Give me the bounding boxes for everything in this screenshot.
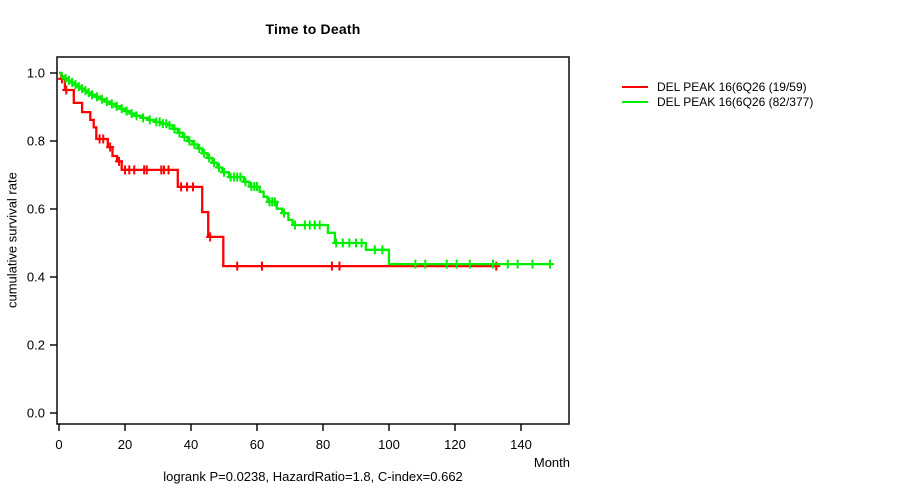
x-axis-tick-label: 60 (250, 437, 264, 452)
y-axis-tick-label: 0.0 (27, 406, 45, 421)
x-axis-label: Month (533, 455, 570, 470)
survival-curve-1 (59, 71, 498, 268)
stats-annotation: logrank P=0.0238, HazardRatio=1.8, C-ind… (163, 469, 463, 484)
y-axis-tick-label: 0.6 (27, 202, 45, 217)
x-axis-tick-label: 0 (55, 437, 62, 452)
legend-label: DEL PEAK 16(6Q26 (19/59) (657, 79, 807, 94)
legend: DEL PEAK 16(6Q26 (19/59) DEL PEAK 16(6Q26… (622, 79, 813, 109)
legend-line-swatch (622, 100, 648, 103)
x-axis-tick-label: 120 (444, 437, 466, 452)
legend-line-swatch (622, 85, 648, 88)
x-axis-tick-label: 100 (378, 437, 400, 452)
x-axis-tick-label: 20 (118, 437, 132, 452)
plot-box (56, 56, 570, 425)
legend-label: DEL PEAK 16(6Q26 (82/377) (657, 94, 814, 109)
x-axis-tick-label: 80 (316, 437, 330, 452)
y-axis-tick-label: 0.4 (27, 270, 45, 285)
y-axis-tick-label: 1.0 (27, 66, 45, 81)
x-axis-tick-label: 140 (510, 437, 532, 452)
y-axis-tick-label: 0.2 (27, 338, 45, 353)
y-axis-label: cumulative survival rate (4, 172, 20, 309)
x-axis-tick-label: 40 (184, 437, 198, 452)
legend-item: DEL PEAK 16(6Q26 (19/59) (622, 79, 813, 94)
chart-title: Time to Death (265, 21, 361, 37)
y-axis-tick-label: 0.8 (27, 134, 45, 149)
legend-item: DEL PEAK 16(6Q26 (82/377) (622, 94, 813, 109)
survival-curve-2 (59, 71, 551, 266)
